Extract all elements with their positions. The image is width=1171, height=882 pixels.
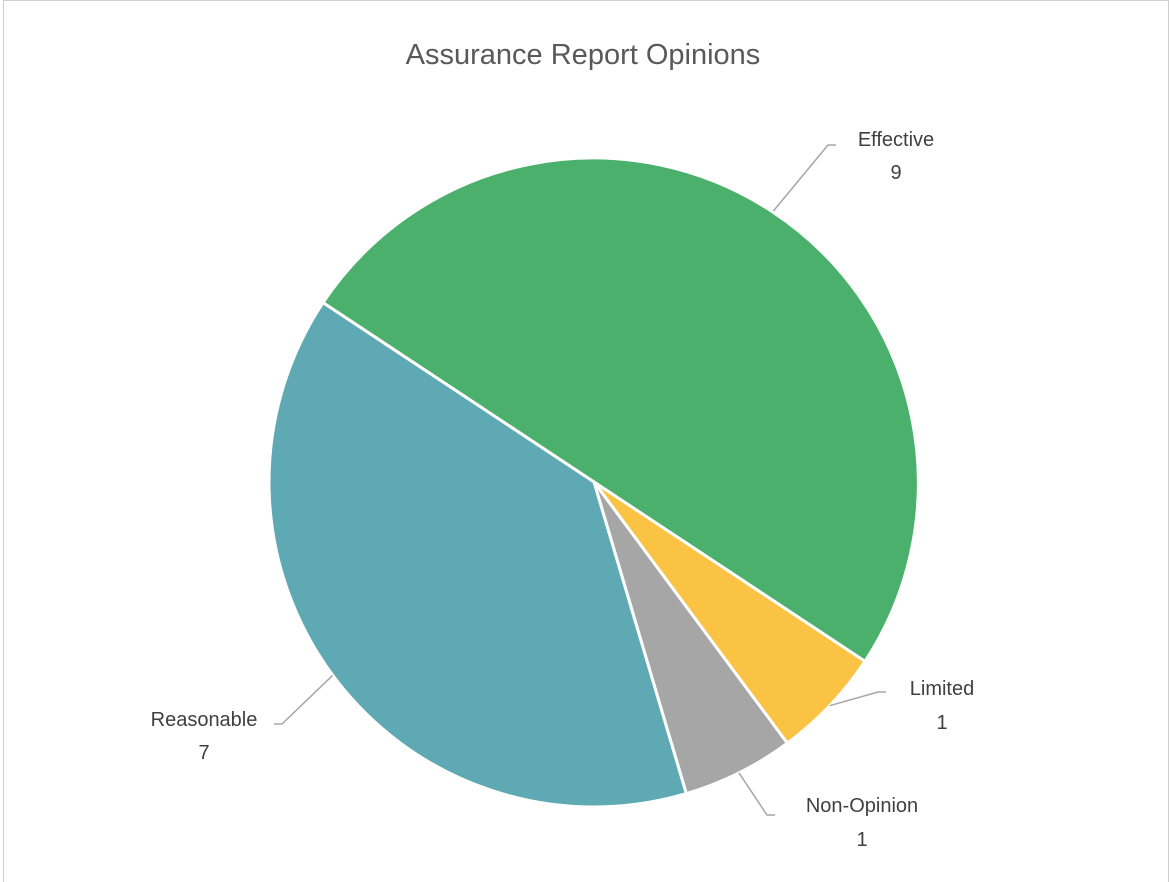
pie-slices bbox=[267, 156, 920, 809]
label-reasonable-value: 7 bbox=[198, 742, 209, 764]
chart-frame bbox=[3, 0, 1169, 882]
leader-line-reasonable bbox=[274, 674, 334, 725]
leader-line-limited bbox=[829, 691, 886, 707]
label-limited-value: 1 bbox=[936, 712, 947, 734]
label-limited-name: Limited bbox=[910, 678, 974, 700]
label-non-opinion-value: 1 bbox=[856, 829, 867, 851]
pie-slice-reasonable bbox=[267, 301, 688, 809]
leader-line-non-opinion bbox=[738, 772, 775, 816]
chart-title: Assurance Report Opinions bbox=[406, 39, 761, 71]
pie-slice-effective bbox=[321, 156, 920, 663]
label-effective-value: 9 bbox=[890, 162, 901, 184]
label-reasonable-name: Reasonable bbox=[151, 709, 258, 731]
leader-lines bbox=[274, 144, 886, 816]
label-non-opinion-name: Non-Opinion bbox=[806, 795, 918, 817]
leader-line-effective bbox=[772, 144, 836, 212]
label-effective-name: Effective bbox=[858, 129, 934, 151]
